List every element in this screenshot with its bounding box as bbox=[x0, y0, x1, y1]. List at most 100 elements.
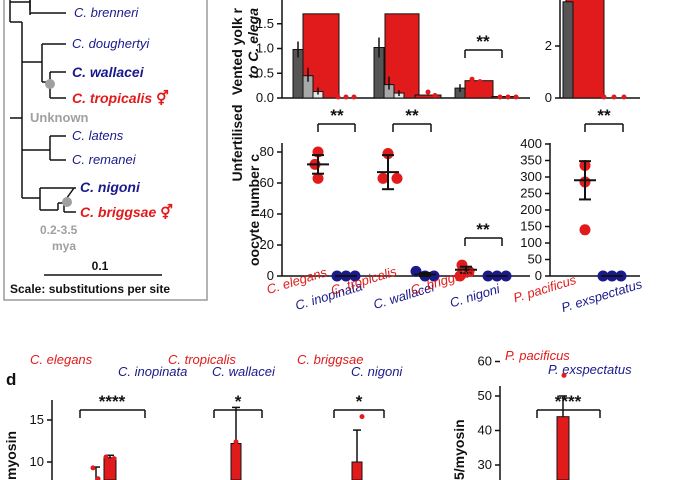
svg-text:*: * bbox=[356, 392, 363, 411]
yolk-y-ticks: 0.0 0.5 1.0 1.5 bbox=[256, 16, 282, 105]
svg-text:**: ** bbox=[476, 220, 490, 239]
oocyte-sig-1: ** bbox=[317, 106, 356, 132]
taxon-briggsae: C. briggsae ⚥ bbox=[80, 203, 173, 220]
yolk-tropicalis-dot-1 bbox=[401, 78, 407, 84]
age-label: 0.2-3.5 bbox=[40, 223, 78, 237]
yolk-nigoni-dot-2 bbox=[513, 94, 519, 100]
oocyte-right-sig: ** bbox=[584, 106, 624, 132]
d-left-bar-3 bbox=[351, 461, 363, 480]
d-right-tick-label-0: 30 bbox=[478, 457, 492, 472]
d-left-dot-1 bbox=[103, 454, 109, 460]
unknown-node-dot bbox=[45, 79, 55, 89]
cat-c-nigoni: C. nigoni bbox=[448, 281, 503, 311]
taxon-latens: C. latens bbox=[72, 128, 124, 143]
oocyte-tick-label-2: 40 bbox=[260, 206, 274, 221]
yolk-inopinata-dot-2 bbox=[351, 94, 357, 100]
tree-branches bbox=[9, 0, 76, 213]
yolk-nigoni-dot-0 bbox=[497, 94, 503, 100]
taxon-doughertyi: C. doughertyi bbox=[72, 36, 150, 51]
scale-value: 0.1 bbox=[92, 259, 109, 273]
svg-text:****: **** bbox=[555, 392, 582, 411]
taxon-wallacei: C. wallacei bbox=[72, 64, 145, 80]
yolk-tick-label-2: 1.0 bbox=[256, 41, 274, 56]
oocyte-y-ticks: 0 20 40 60 80 bbox=[260, 144, 282, 283]
d-right-dot-1 bbox=[559, 441, 565, 447]
yolk-chart-left: Vented yolk r to C. elega 0.0 0.5 1.0 1.5 *… bbox=[229, 0, 530, 105]
svg-text:**: ** bbox=[405, 106, 419, 125]
oocyte-right-tick-label-1: 50 bbox=[528, 252, 542, 267]
d-cat-p-exspectatus: P. exspectatus bbox=[548, 362, 632, 377]
oocyte-tick-label-3: 60 bbox=[260, 175, 274, 190]
unknown-label: Unknown bbox=[30, 110, 89, 125]
yolk-bar-wallacei bbox=[414, 94, 442, 99]
oocyte-point-2-0 bbox=[382, 148, 394, 160]
oocyte-point-0-2 bbox=[312, 172, 324, 184]
yolk-right-zero-0 bbox=[601, 94, 607, 100]
taxon-tropicalis: C. tropicalis ⚥ bbox=[72, 89, 169, 106]
d-cat-c-inopinata: C. inopinata bbox=[118, 364, 187, 379]
yolk-briggsae-dot-0 bbox=[469, 76, 475, 82]
d-left-dot-6 bbox=[95, 476, 101, 480]
yolk-sig-briggsae-nigoni: ** bbox=[464, 32, 503, 58]
yolk-right-y-ticks: 02 bbox=[545, 38, 560, 105]
d-right-y-ticks: 30 40 50 60 bbox=[478, 354, 500, 472]
yolk-y-label-2: to C. elega bbox=[245, 8, 261, 79]
d-left-bar-2 bbox=[230, 443, 242, 480]
oocyte-points bbox=[307, 146, 512, 282]
svg-text:**: ** bbox=[330, 106, 344, 125]
d-right-tick-label-1: 40 bbox=[478, 423, 492, 438]
d-left-dot-0 bbox=[90, 465, 96, 471]
yolk-inopinata-dot-0 bbox=[335, 94, 341, 100]
d-left-y-ticks: 10 15 bbox=[30, 412, 52, 469]
d-right-sig: **** bbox=[536, 392, 601, 418]
oocyte-sig-3: ** bbox=[464, 220, 503, 246]
d-cat-c-nigoni: C. nigoni bbox=[351, 364, 403, 379]
d-right-y-label: 5/myosin bbox=[451, 419, 467, 480]
oocyte-chart-left: Unfertilised oocyte number c 0 20 40 60 80 *… bbox=[229, 104, 530, 283]
yolk-tick-label-3: 1.5 bbox=[256, 16, 274, 31]
svg-text:*: * bbox=[235, 392, 242, 411]
d-left-tick-label-1: 15 bbox=[30, 412, 44, 427]
taxon-nigoni: C. nigoni bbox=[80, 179, 141, 195]
yolk-right-zero-2 bbox=[621, 94, 627, 100]
yolk-sig-label: ** bbox=[476, 32, 490, 51]
oocyte-right-tick-label-3: 150 bbox=[520, 219, 542, 234]
d-left-y-label: myosin bbox=[3, 431, 19, 480]
d-sig-3: * bbox=[333, 392, 385, 418]
d-cat-c-briggsae: C. briggsae bbox=[297, 352, 363, 367]
oocyte-right-tick-label-8: 400 bbox=[520, 136, 542, 151]
yolk-inopinata-dot-1 bbox=[343, 94, 349, 100]
svg-text:**: ** bbox=[597, 106, 611, 125]
yolk-right-bars bbox=[562, 0, 627, 100]
yolk-wallacei-dot-0 bbox=[425, 89, 431, 95]
oocyte-y-label-1: Unfertilised bbox=[229, 104, 245, 181]
yolk-chart-right: 02 bbox=[545, 0, 640, 105]
scale-caption: Scale: substitutions per site bbox=[10, 282, 170, 296]
oocyte-right-points bbox=[574, 159, 627, 282]
yolk-nigoni-dot-1 bbox=[505, 94, 511, 100]
oocyte-tick-label-4: 80 bbox=[260, 144, 274, 159]
yolk-tick-label-0: 0.0 bbox=[256, 90, 274, 105]
oocyte-right-tick-label-7: 350 bbox=[520, 153, 542, 168]
yolk-right-zero-1 bbox=[611, 94, 617, 100]
d-cat-c-tropicalis: C. tropicalis bbox=[168, 352, 236, 367]
yolk-right-tick-label-1: 2 bbox=[545, 38, 552, 53]
oocyte-point-3-2 bbox=[428, 270, 440, 282]
yolk-elegans-dot-0 bbox=[312, 48, 318, 54]
d-left-dot-3 bbox=[233, 439, 239, 445]
oocyte-y-label-2: oocyte number c bbox=[246, 154, 262, 266]
oocyte-category-labels: C. elegans C. inopinata C. tropicalis C.… bbox=[265, 263, 645, 315]
oocyte-right-tick-label-2: 100 bbox=[520, 235, 542, 250]
d-right-tick-label-2: 50 bbox=[478, 388, 492, 403]
oocyte-point-2-2 bbox=[391, 172, 403, 184]
d-left-tick-label-0: 10 bbox=[30, 454, 44, 469]
oocyte-right-point-0-2 bbox=[579, 224, 591, 236]
phylogeny-panel: C. brenneri C. doughertyi C. wallacei C.… bbox=[3, 0, 208, 301]
d-sig-2: * bbox=[213, 392, 263, 418]
oocyte-sig-2: ** bbox=[392, 106, 432, 132]
taxon-brenneri: C. brenneri bbox=[74, 5, 139, 20]
oocyte-tick-label-1: 20 bbox=[260, 237, 274, 252]
panel-letter-d: d bbox=[6, 370, 16, 389]
d-left-dot-2 bbox=[111, 456, 117, 462]
